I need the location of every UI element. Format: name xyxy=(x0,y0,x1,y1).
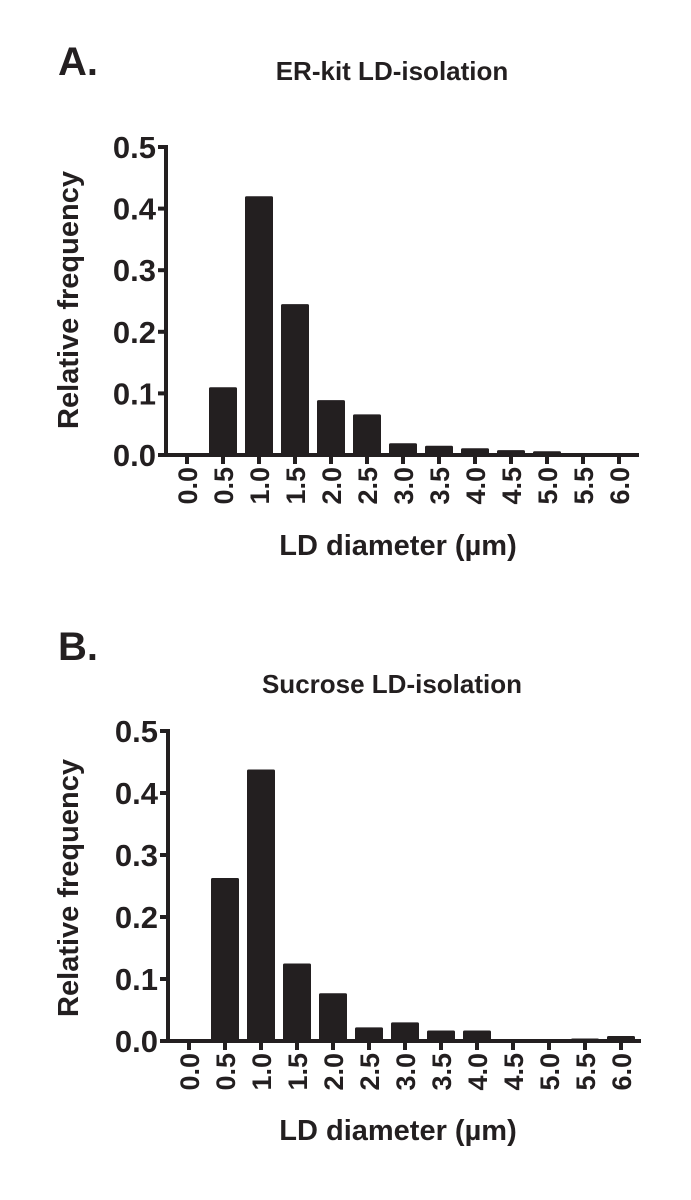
y-tick-label: 0.4 xyxy=(115,776,159,811)
chart-title: Sucrose LD-isolation xyxy=(262,669,522,699)
y-tick-label: 0.1 xyxy=(113,376,156,411)
bar xyxy=(319,993,347,1041)
panel-label: A. xyxy=(58,40,98,84)
y-axis-label: Relative frequency xyxy=(53,759,85,1017)
x-tick-label: 2.5 xyxy=(355,1053,385,1091)
x-tick-label: 5.0 xyxy=(535,1053,565,1091)
y-tick-label: 0.0 xyxy=(115,1024,158,1059)
y-tick-label: 0.3 xyxy=(115,838,158,873)
x-tick-label: 5.5 xyxy=(571,1053,601,1091)
y-tick-label: 0.2 xyxy=(115,900,158,935)
bar xyxy=(245,196,273,455)
chart-title: ER-kit LD-isolation xyxy=(276,56,509,86)
x-tick-label: 0.0 xyxy=(175,1053,205,1091)
bar xyxy=(247,769,275,1041)
x-tick-label: 1.5 xyxy=(281,467,311,505)
x-tick-label: 4.5 xyxy=(499,1053,529,1091)
x-tick-label: 1.0 xyxy=(247,1053,277,1091)
chart-panel-a: A. ER-kit LD-isolation0.00.10.20.30.40.50… xyxy=(53,40,639,562)
x-tick-label: 2.5 xyxy=(353,467,383,505)
bar xyxy=(427,1030,455,1041)
x-tick-label: 6.0 xyxy=(607,1053,637,1091)
x-tick-label: 3.5 xyxy=(425,467,455,505)
x-tick-label: 4.5 xyxy=(497,467,527,505)
x-tick-label: 4.0 xyxy=(461,467,491,505)
bar xyxy=(463,1030,491,1041)
bar xyxy=(353,414,381,455)
x-tick-label: 2.0 xyxy=(317,467,347,505)
y-tick-label: 0.3 xyxy=(113,253,156,288)
x-tick-label: 1.5 xyxy=(283,1053,313,1091)
x-tick-label: 6.0 xyxy=(605,467,635,505)
bar xyxy=(317,400,345,455)
x-tick-label: 0.5 xyxy=(209,467,239,505)
y-tick-label: 0.0 xyxy=(113,438,156,473)
x-tick-label: 5.5 xyxy=(569,467,599,505)
x-tick-label: 3.5 xyxy=(427,1053,457,1091)
y-tick-label: 0.2 xyxy=(113,315,156,350)
x-axis-label: LD diameter (µm) xyxy=(279,1115,516,1147)
x-tick-label: 3.0 xyxy=(391,1053,421,1091)
chart-panel-b: B. Sucrose LD-isolation 0.0 0.1 0.2 0.3 0.4 0.5… xyxy=(53,625,641,1147)
y-tick-label: 0.5 xyxy=(115,714,158,749)
y-axis-label: Relative frequency xyxy=(53,171,85,429)
x-tick-label: 2.0 xyxy=(319,1053,349,1091)
y-tick-label: 0.4 xyxy=(113,192,157,227)
panel-label: B. xyxy=(58,625,98,669)
bar xyxy=(211,877,239,1041)
x-tick-label: 0.5 xyxy=(211,1053,241,1091)
x-tick-label: 1.0 xyxy=(245,467,275,505)
x-axis-label: LD diameter (µm) xyxy=(279,530,516,562)
bar xyxy=(425,445,453,455)
bar xyxy=(283,963,311,1041)
bar xyxy=(391,1022,419,1041)
bar xyxy=(389,443,417,455)
x-tick-label: 3.0 xyxy=(389,467,419,505)
x-tick-label: 0.0 xyxy=(173,467,203,505)
x-tick-label: 4.0 xyxy=(463,1053,493,1091)
x-tick-label: 5.0 xyxy=(533,467,563,505)
y-tick-label: 0.1 xyxy=(115,962,158,997)
bar xyxy=(281,304,309,455)
bar xyxy=(355,1027,383,1041)
y-tick-label: 0.5 xyxy=(113,130,156,165)
bar xyxy=(209,387,237,455)
